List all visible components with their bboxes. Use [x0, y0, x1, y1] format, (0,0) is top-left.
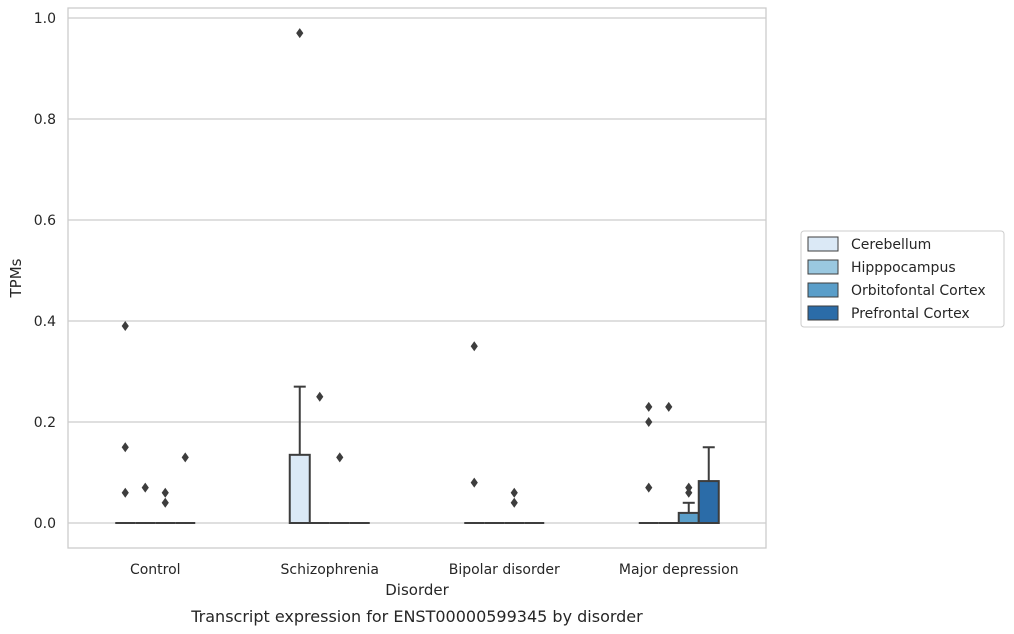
outlier-point — [161, 487, 169, 498]
plot-area-frame — [67, 7, 767, 549]
legend-swatch — [807, 305, 839, 321]
x-tick-label: Bipolar disorder — [449, 562, 560, 578]
x-axis-ticks: Control Schizophrenia Bipolar disorder Majo… — [130, 562, 739, 578]
outlier-point — [121, 442, 129, 453]
x-axis-label: Disorder — [385, 581, 449, 599]
legend-label: Hipppocampus — [851, 260, 956, 276]
outlier-point — [121, 321, 129, 332]
legend-swatch — [807, 282, 839, 298]
legend-label: Cerebellum — [851, 237, 931, 253]
box-body — [288, 453, 311, 525]
outlier-point — [141, 482, 149, 493]
outlier-point — [645, 482, 653, 493]
box-body — [697, 480, 720, 524]
box-series — [115, 385, 720, 525]
legend-frame — [800, 230, 1005, 328]
outlier-point — [470, 341, 478, 352]
box-body — [677, 511, 700, 525]
legend-label: Prefrontal Cortex — [851, 306, 970, 322]
outlier-points — [121, 28, 693, 508]
legend-label: Orbitofontal Cortex — [851, 283, 986, 299]
legend-swatch — [807, 259, 839, 275]
y-tick-label: 0.0 — [34, 516, 56, 532]
x-tick-label: Control — [130, 562, 181, 578]
box-0-1 — [288, 385, 311, 525]
outlier-point — [296, 28, 304, 39]
legend-swatch — [807, 236, 839, 252]
outlier-point — [336, 452, 344, 463]
outlier-point — [685, 487, 693, 498]
x-tick-label: Major depression — [619, 562, 739, 578]
y-tick-label: 0.8 — [34, 112, 56, 128]
outlier-point — [645, 417, 653, 427]
gridlines — [68, 17, 766, 524]
x-tick-label: Schizophrenia — [281, 562, 379, 578]
outlier-point — [665, 401, 673, 412]
box-3-3 — [697, 446, 720, 524]
outlier-point — [161, 497, 169, 508]
legend: Cerebellum Hipppocampus Orbitofontal Corte… — [800, 230, 1005, 328]
box-2-3 — [677, 501, 700, 525]
outlier-point — [510, 487, 518, 498]
outlier-point — [510, 497, 518, 508]
outlier-point — [316, 391, 324, 402]
outlier-point — [685, 482, 693, 493]
y-tick-label: 0.2 — [34, 415, 56, 431]
y-axis-label: TPMs — [7, 258, 25, 298]
outlier-point — [470, 477, 478, 488]
figure-caption: Transcript expression for ENST0000059934… — [190, 607, 643, 626]
y-tick-label: 0.6 — [34, 213, 56, 229]
outlier-point — [645, 401, 653, 412]
y-tick-label: 1.0 — [34, 11, 56, 27]
outlier-point — [121, 487, 129, 498]
y-axis-ticks: 0.0 0.2 0.4 0.6 0.8 1.0 — [34, 11, 56, 532]
y-tick-label: 0.4 — [34, 314, 56, 330]
outlier-point — [181, 452, 189, 463]
